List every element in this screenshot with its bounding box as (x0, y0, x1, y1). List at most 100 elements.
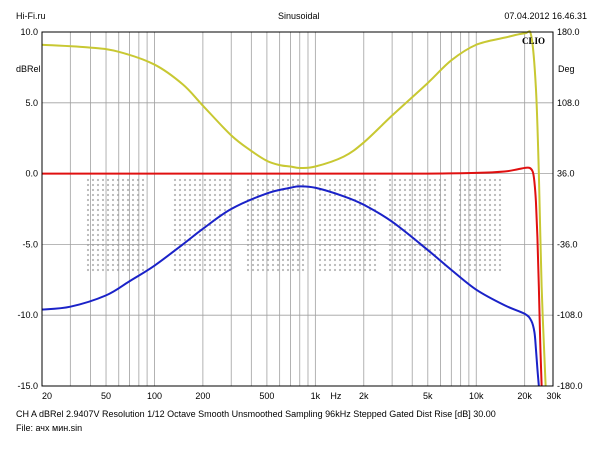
watermark-dot (256, 228, 260, 232)
watermark-dot (398, 263, 402, 267)
watermark-dot (141, 188, 145, 192)
watermark-dot (91, 208, 95, 212)
watermark-dot (271, 258, 275, 262)
watermark-dot (291, 258, 295, 262)
watermark-dot (141, 213, 145, 217)
watermark-dot (131, 228, 135, 232)
watermark-dot (281, 183, 285, 187)
watermark-dot (338, 188, 342, 192)
watermark-dot (188, 258, 192, 262)
watermark-dot (86, 238, 90, 242)
watermark-dot (338, 198, 342, 202)
x-tick-label: 500 (259, 391, 274, 401)
watermark-dot (223, 178, 227, 182)
watermark-dot (398, 268, 402, 272)
watermark-dot (251, 203, 255, 207)
watermark-dot (286, 258, 290, 262)
watermark-dot (408, 268, 412, 272)
watermark-dot (141, 233, 145, 237)
watermark-dot (353, 178, 357, 182)
watermark-dot (353, 248, 357, 252)
watermark-dot (276, 183, 280, 187)
watermark-dot (408, 188, 412, 192)
watermark-dot (418, 213, 422, 217)
watermark-dot (111, 253, 115, 257)
watermark-dot (261, 233, 265, 237)
watermark-dot (141, 248, 145, 252)
watermark-dot (373, 178, 377, 182)
watermark-dot (393, 238, 397, 242)
watermark-dot (323, 178, 327, 182)
watermark-dot (478, 248, 482, 252)
watermark-dot (388, 248, 392, 252)
watermark-dot (393, 198, 397, 202)
watermark-dot (498, 193, 502, 197)
watermark-dot (203, 268, 207, 272)
watermark-dot (318, 183, 322, 187)
watermark-dot (493, 258, 497, 262)
watermark-dot (101, 188, 105, 192)
watermark-dot (121, 198, 125, 202)
watermark-dot (488, 248, 492, 252)
watermark-dot (121, 233, 125, 237)
y-left-axis-label: dBRel (16, 64, 41, 74)
watermark-dot (488, 268, 492, 272)
watermark-dot (141, 238, 145, 242)
watermark-dot (373, 263, 377, 267)
watermark-dot (468, 248, 472, 252)
watermark-dot (106, 258, 110, 262)
watermark-dot (101, 213, 105, 217)
watermark-dot (328, 258, 332, 262)
watermark-dot (393, 248, 397, 252)
watermark-dot (493, 253, 497, 257)
watermark-dot (266, 193, 270, 197)
watermark-dot (388, 263, 392, 267)
brand-watermark: CLIO (522, 36, 545, 46)
watermark-dot (266, 258, 270, 262)
watermark-dot (126, 223, 130, 227)
watermark-dot (463, 253, 467, 257)
watermark-dot (403, 248, 407, 252)
watermark-dot (483, 233, 487, 237)
watermark-dot (106, 213, 110, 217)
watermark-dot (286, 253, 290, 257)
watermark-dot (393, 218, 397, 222)
watermark-dot (126, 203, 130, 207)
watermark-dot (276, 223, 280, 227)
watermark-dot (333, 248, 337, 252)
watermark-dot (301, 193, 305, 197)
watermark-dot (286, 218, 290, 222)
watermark-dot (418, 183, 422, 187)
watermark-dot (368, 213, 372, 217)
watermark-dot (328, 228, 332, 232)
watermark-dot (271, 218, 275, 222)
watermark-dot (131, 238, 135, 242)
watermark-dot (121, 213, 125, 217)
watermark-dot (96, 223, 100, 227)
watermark-dot (333, 223, 337, 227)
watermark-dot (473, 213, 477, 217)
watermark-dot (111, 203, 115, 207)
watermark-dot (463, 258, 467, 262)
watermark-dot (393, 193, 397, 197)
watermark-dot (393, 233, 397, 237)
watermark-dot (373, 268, 377, 272)
watermark-dot (213, 188, 217, 192)
watermark-dot (198, 218, 202, 222)
watermark-dot (473, 198, 477, 202)
watermark-dot (443, 193, 447, 197)
header-left: Hi-Fi.ru (16, 11, 46, 21)
watermark-dot (483, 248, 487, 252)
watermark-dot (333, 253, 337, 257)
watermark-dot (473, 223, 477, 227)
watermark-dot (276, 178, 280, 182)
watermark-dot (178, 223, 182, 227)
watermark-dot (178, 198, 182, 202)
watermark-dot (338, 218, 342, 222)
series-line-1 (41, 30, 547, 387)
watermark-dot (188, 188, 192, 192)
watermark-dot (463, 178, 467, 182)
watermark-dot (266, 188, 270, 192)
watermark-dot (281, 178, 285, 182)
watermark-dot (178, 208, 182, 212)
